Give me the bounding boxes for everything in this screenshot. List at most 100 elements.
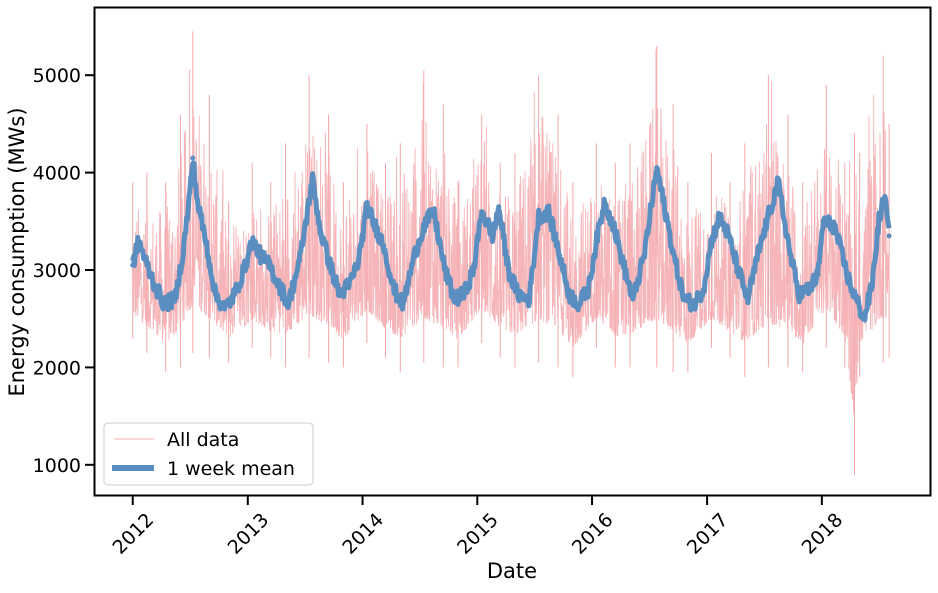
week-mean-point [709, 238, 714, 244]
week-mean-point [876, 218, 882, 224]
all-data-series [132, 31, 890, 475]
x-tick-label: 2013 [224, 509, 274, 559]
y-axis-label: Energy consumption (MWs) [5, 107, 29, 396]
week-mean-point [309, 175, 315, 180]
week-mean-point [869, 282, 875, 288]
legend-box [103, 422, 314, 486]
week-mean-point [717, 213, 723, 219]
week-mean-point [285, 301, 291, 307]
week-mean-series [130, 155, 892, 323]
week-mean-point [672, 257, 678, 263]
week-mean-point [490, 233, 496, 239]
week-mean-point [257, 252, 263, 258]
legend-label-week-mean: 1 week mean [167, 458, 295, 480]
x-axis-label: Date [487, 559, 537, 583]
x-tick-label: 2016 [568, 509, 618, 559]
y-tick-label: 5000 [33, 65, 81, 87]
week-mean-point [400, 301, 406, 307]
week-mean-point [151, 282, 157, 288]
week-mean-point [317, 228, 323, 234]
week-mean-point [735, 267, 741, 273]
week-mean-point [557, 252, 563, 258]
week-mean-point [756, 248, 762, 253]
week-mean-point [545, 209, 551, 215]
week-mean-point [172, 296, 178, 302]
week-mean-point [346, 282, 352, 288]
week-mean-point [442, 267, 448, 273]
week-mean-point [611, 223, 617, 229]
plot-frame [93, 6, 932, 497]
week-mean-point [212, 291, 218, 297]
week-mean-point [886, 233, 892, 239]
week-mean-point [266, 262, 272, 268]
week-mean-point [585, 287, 591, 292]
week-mean-point [203, 238, 209, 244]
week-mean-point [745, 296, 751, 302]
week-mean-point [222, 306, 228, 312]
week-mean-point [815, 272, 821, 278]
week-mean-line [130, 160, 892, 323]
week-mean-point [515, 291, 521, 297]
week-mean-point [765, 213, 771, 219]
week-mean-point [621, 262, 626, 268]
x-tick-label: 2018 [798, 509, 848, 559]
week-mean-point [787, 248, 792, 253]
week-mean-point [232, 291, 238, 297]
week-mean-point [431, 209, 437, 215]
week-mean-point [372, 223, 378, 229]
week-mean-point [593, 238, 599, 244]
week-mean-point [421, 223, 427, 229]
week-mean-point [820, 218, 826, 224]
week-mean-point [831, 223, 837, 229]
week-mean-point [180, 248, 186, 253]
week-mean-point [305, 209, 310, 215]
week-mean-point [364, 204, 370, 210]
x-tick-label: 2012 [109, 509, 159, 559]
x-tick-label: 2017 [683, 509, 733, 559]
x-axis: 2012 2013 2014 2015 2016 2017 2018 [109, 495, 848, 559]
week-mean-point [691, 301, 697, 307]
week-mean-point [536, 213, 542, 219]
week-mean-point [796, 291, 802, 297]
week-mean-point [136, 238, 142, 244]
week-mean-point [356, 257, 362, 263]
week-mean-point [130, 262, 136, 268]
week-mean-point [276, 282, 282, 288]
week-mean-point [806, 287, 812, 292]
week-mean-point [187, 189, 193, 195]
legend-label-all-data: All data [167, 429, 239, 451]
week-mean-point [391, 287, 397, 292]
week-mean-point [241, 267, 247, 273]
week-mean-point [726, 233, 731, 239]
y-tick-label: 4000 [33, 163, 81, 185]
week-mean-point [142, 257, 148, 263]
week-mean-point [700, 287, 706, 292]
week-mean-point [660, 199, 666, 205]
week-mean-point [853, 296, 859, 302]
x-tick-label: 2014 [338, 509, 388, 559]
week-mean-point [451, 296, 457, 302]
week-mean-point [861, 316, 867, 322]
week-mean-point [576, 301, 582, 307]
week-mean-point [411, 252, 417, 258]
week-mean-point [381, 243, 387, 249]
week-mean-point [641, 252, 647, 258]
week-mean-point [630, 296, 636, 302]
week-mean-point [840, 257, 846, 263]
week-mean-point [249, 238, 255, 244]
y-tick-label: 1000 [33, 455, 81, 477]
week-mean-point [882, 194, 888, 200]
week-mean-point [775, 179, 781, 185]
week-mean-point [847, 282, 853, 288]
week-mean-point [471, 267, 476, 273]
x-tick-label: 2015 [453, 509, 503, 559]
week-mean-point [195, 199, 200, 205]
week-mean-point [297, 257, 303, 263]
all-data-line [132, 49, 890, 418]
week-mean-point [327, 262, 333, 268]
week-mean-point [337, 291, 343, 297]
week-mean-point [526, 296, 532, 302]
week-mean-point [654, 165, 660, 171]
